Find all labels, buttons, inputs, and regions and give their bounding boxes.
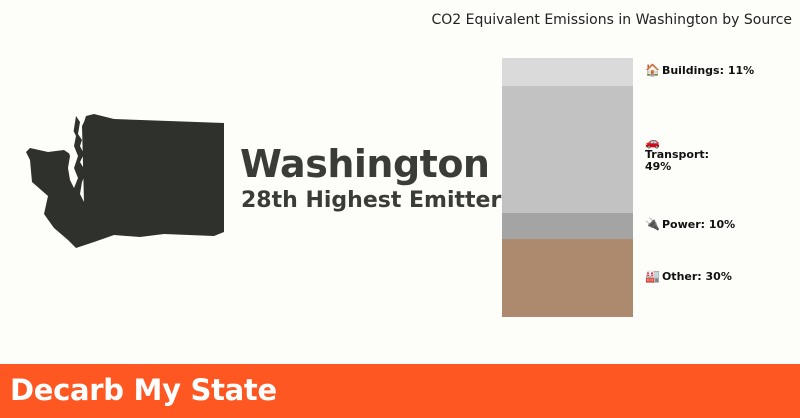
label-buildings: 🏠 Buildings: 11% bbox=[645, 64, 755, 77]
state-rank: 28th Highest Emitter bbox=[241, 188, 502, 213]
bar-segment-transport bbox=[502, 86, 633, 214]
factory-icon: 🏭 bbox=[645, 269, 660, 284]
label-transport-text: Transport: 49% bbox=[645, 147, 710, 173]
car-icon: 🚗 bbox=[645, 134, 660, 149]
washington-state-shape bbox=[26, 114, 224, 248]
label-other-text: Other: 30% bbox=[661, 270, 732, 284]
label-power: 🔌 Power: 10% bbox=[645, 218, 755, 231]
brand-name: Decarb My State bbox=[10, 373, 277, 407]
state-silhouette bbox=[26, 114, 224, 248]
footer-banner: Decarb My State bbox=[0, 364, 800, 418]
state-name: Washington bbox=[240, 142, 490, 186]
bar-segment-power bbox=[502, 213, 633, 240]
chart-title: CO2 Equivalent Emissions in Washington b… bbox=[431, 12, 793, 28]
bar-segment-buildings bbox=[502, 58, 633, 87]
label-buildings-text: Buildings: 11% bbox=[661, 64, 755, 78]
stacked-bar bbox=[502, 58, 633, 317]
label-transport: 🚗Transport: 49% bbox=[645, 136, 725, 173]
house-icon: 🏠 bbox=[645, 63, 660, 78]
bar-segment-other bbox=[502, 239, 633, 317]
label-power-text: Power: 10% bbox=[661, 218, 736, 232]
label-other: 🏭 Other: 30% bbox=[645, 270, 755, 283]
plug-icon: 🔌 bbox=[645, 217, 660, 232]
puget-sound-water bbox=[66, 128, 78, 188]
